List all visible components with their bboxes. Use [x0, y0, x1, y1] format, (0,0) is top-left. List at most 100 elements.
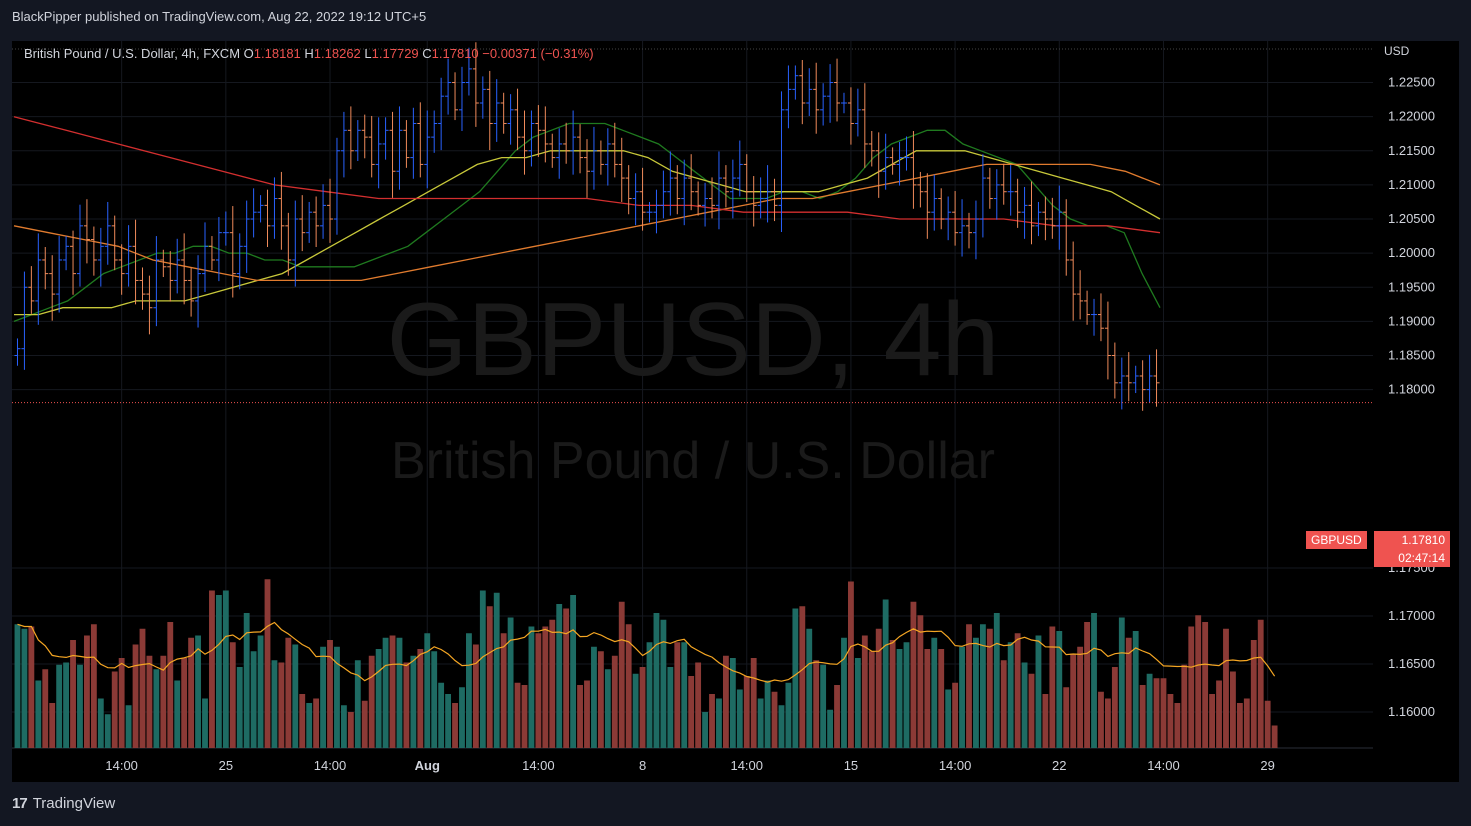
- volume-ma: [17, 621, 1276, 683]
- volume-bar: [1250, 640, 1257, 748]
- watermark-symbol: GBPUSD, 4h: [387, 282, 1000, 398]
- volume-bar: [313, 698, 320, 748]
- volume-bar: [646, 642, 653, 748]
- volume-bar: [584, 680, 590, 748]
- brand-footer[interactable]: 17 TradingView: [12, 795, 115, 812]
- volume-bar: [577, 685, 583, 748]
- symbol-title: British Pound / U.S. Dollar, 4h, FXCM: [24, 46, 241, 61]
- volume-bar: [97, 698, 104, 748]
- brand-name: TradingView: [32, 795, 116, 812]
- symbol-tag: GBPUSD: [1306, 531, 1367, 549]
- volume-bar: [841, 637, 847, 748]
- volume-bar: [118, 658, 125, 748]
- volume-bar: [63, 662, 70, 748]
- volume-bar: [243, 613, 250, 748]
- x-tick-label: 14:00: [105, 758, 138, 773]
- volume-bar: [500, 633, 507, 748]
- open-label: O: [243, 46, 254, 61]
- high-value: 1.18262: [313, 46, 361, 61]
- volume-bar: [938, 649, 945, 748]
- volume-bar: [222, 590, 229, 748]
- volume-bar: [875, 628, 882, 748]
- volume-bar: [799, 606, 806, 748]
- y-axis-ticks: 1.22500 1.22000 1.21500 1.21000 1.20500 1.200…: [1388, 75, 1435, 719]
- volume-bar: [1188, 626, 1195, 748]
- volume-bar: [438, 682, 445, 748]
- chart-pane[interactable]: [12, 41, 1373, 782]
- volume-bar: [542, 626, 549, 748]
- y-tick-label: 1.21000: [1388, 177, 1435, 192]
- volume-bar: [1125, 637, 1132, 748]
- volume-bar: [14, 624, 21, 748]
- volume-bar: [327, 640, 333, 748]
- volume-bar: [1049, 626, 1056, 748]
- volume-bar: [1014, 633, 1021, 748]
- volume-bar: [1160, 678, 1167, 748]
- x-tick-label: 29: [1260, 758, 1274, 773]
- volume-bar: [1174, 703, 1181, 748]
- volume-bar: [785, 682, 792, 748]
- volume-bar: [1063, 687, 1070, 748]
- volume-bar: [924, 649, 931, 748]
- volume-bar: [1209, 694, 1216, 748]
- volume-bar: [104, 714, 111, 748]
- volume-bar: [1181, 664, 1188, 748]
- y-tick-label: 1.18500: [1388, 348, 1435, 363]
- x-tick-label: 22: [1052, 758, 1066, 773]
- x-tick-label: 25: [219, 758, 233, 773]
- y-tick-label: 1.18000: [1388, 382, 1435, 397]
- x-tick-label: Aug: [415, 758, 440, 773]
- volume-bar: [28, 626, 35, 748]
- volume-bar: [1056, 631, 1063, 748]
- volume-bar: [84, 635, 90, 748]
- volume-bar: [778, 705, 785, 748]
- volume-bar: [750, 658, 757, 748]
- volume-bar: [952, 682, 959, 748]
- volume-bar: [229, 642, 236, 748]
- volume-bar: [896, 649, 903, 748]
- volume-bar: [1077, 646, 1084, 748]
- volume-bar: [472, 644, 479, 748]
- volume-bar: [806, 628, 813, 748]
- watermark: GBPUSD, 4h British Pound / U.S. Dollar: [387, 282, 1000, 490]
- volume-bar: [660, 619, 667, 748]
- volume-bar: [1202, 622, 1209, 748]
- volume-bar: [403, 662, 410, 748]
- y-tick-label: 1.22000: [1388, 109, 1435, 124]
- volume-bar: [736, 689, 743, 748]
- volume-bar: [334, 646, 340, 748]
- x-tick-label: 14:00: [939, 758, 972, 773]
- volume-bar: [1035, 635, 1042, 748]
- currency-label: USD: [1384, 44, 1410, 58]
- x-tick-label: 14:00: [1147, 758, 1180, 773]
- volume-bar: [417, 649, 424, 748]
- price-axis[interactable]: [1373, 41, 1459, 782]
- volume-bar: [667, 667, 674, 748]
- volume-bar: [167, 622, 174, 748]
- volume-bar: [479, 590, 486, 748]
- volume-bar: [278, 662, 285, 748]
- volume-bar: [257, 635, 264, 748]
- volume-bar: [49, 703, 56, 748]
- volume-bar: [695, 662, 702, 748]
- volume-bar: [361, 700, 368, 748]
- volume-bar: [382, 637, 389, 748]
- volume-bar: [292, 644, 299, 748]
- volume-bar: [945, 689, 952, 748]
- grid: [12, 41, 1373, 749]
- volume-bar: [1139, 685, 1146, 748]
- y-tick-label: 1.21500: [1388, 143, 1435, 158]
- volume-bar: [653, 613, 660, 748]
- volume-bar: [681, 642, 688, 748]
- x-axis-ticks: 14:00 25 14:00 Aug 14:00 8 14:00 15 14:00 22 14:00…: [105, 758, 1275, 773]
- volume-bar: [271, 660, 278, 748]
- close-value: 1.17810: [431, 46, 479, 61]
- volume-bar: [611, 655, 618, 748]
- volume-bar: [320, 646, 326, 748]
- volume-bar: [702, 712, 708, 748]
- volume-ma-line: [17, 621, 1276, 683]
- volume-bar: [459, 687, 465, 748]
- volume-bar: [903, 642, 910, 748]
- volume-bar: [139, 628, 146, 748]
